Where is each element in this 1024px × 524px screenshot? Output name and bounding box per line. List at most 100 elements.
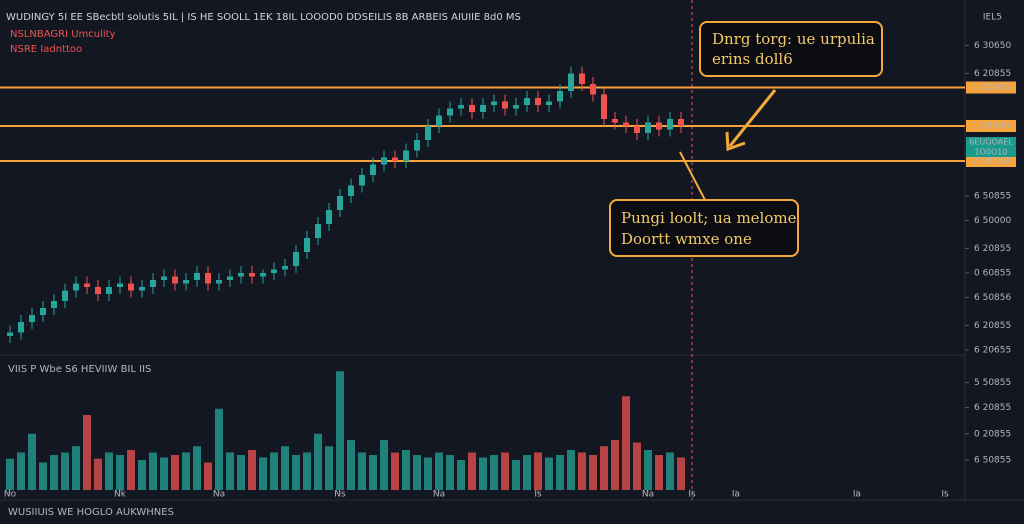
- volume-bar: [193, 446, 201, 490]
- x-tick-label: Ia: [732, 490, 740, 500]
- volume-bar: [325, 446, 333, 490]
- candle-body: [337, 196, 343, 210]
- candle-body: [161, 276, 167, 280]
- v-tick-label: 5 50855: [974, 378, 1011, 388]
- volume-bar: [226, 452, 234, 490]
- last-price-label: 1O0O10: [975, 148, 1008, 157]
- volume-bar: [116, 455, 124, 490]
- volume-bar: [523, 455, 531, 490]
- candle-body: [381, 157, 387, 165]
- volume-bar: [105, 452, 113, 490]
- candle-body: [29, 315, 35, 322]
- callout-text: Dnrg torg: ue urpulia: [712, 30, 875, 48]
- volume-bar: [6, 458, 14, 490]
- candle-body: [359, 175, 365, 186]
- volume-bar: [501, 452, 509, 490]
- candle-body: [546, 101, 552, 105]
- candle-body: [634, 126, 640, 133]
- y-tick-label: 6 20655: [974, 346, 1011, 356]
- candle-body: [436, 115, 442, 126]
- candle-body: [18, 322, 24, 333]
- level-label: 1 0096S: [972, 83, 1009, 93]
- callout-pointer: [679, 151, 706, 201]
- volume-bar: [61, 452, 69, 490]
- volume-bar: [259, 457, 267, 490]
- y-tick-label: 0 60855: [974, 269, 1011, 279]
- volume-bar: [578, 452, 586, 490]
- volume-bar: [50, 455, 58, 490]
- candle-body: [414, 140, 420, 151]
- candle-body: [84, 283, 90, 287]
- volume-bar: [347, 440, 355, 490]
- volume-bar: [94, 458, 102, 490]
- volume-bar: [127, 450, 135, 490]
- level-label: 1 08990: [972, 122, 1009, 132]
- candle-body: [40, 308, 46, 315]
- volume-bar: [424, 457, 432, 490]
- volume-bar: [237, 455, 245, 490]
- callout-box: [699, 21, 883, 77]
- volume-bar: [457, 460, 465, 490]
- candle-body: [62, 290, 68, 301]
- volume-header: VIIS P Wbe S6 HEVIIW BIL IIS: [8, 364, 151, 375]
- volume-bar: [655, 455, 663, 490]
- candle-body: [524, 98, 530, 105]
- candle-body: [260, 273, 266, 277]
- volume-bar: [160, 457, 168, 490]
- level-tag: [966, 120, 1016, 132]
- candle-body: [557, 91, 563, 102]
- x-tick-label: Na: [433, 490, 445, 500]
- candle-body: [282, 266, 288, 270]
- level-tag: [966, 81, 1016, 94]
- callout-box: [609, 199, 799, 257]
- v-tick-label: 0 20855: [974, 429, 1011, 439]
- candle-body: [183, 280, 189, 284]
- x-tick-label: Nk: [114, 490, 127, 500]
- volume-bar: [369, 455, 377, 490]
- candle-body: [326, 210, 332, 224]
- candle-body: [106, 287, 112, 294]
- volume-bar: [391, 452, 399, 490]
- volume-bar: [402, 450, 410, 490]
- volume-bar: [556, 455, 564, 490]
- candle-body: [447, 108, 453, 116]
- volume-bar: [567, 450, 575, 490]
- candle-body: [7, 332, 13, 336]
- volume-bar: [644, 450, 652, 490]
- volume-bar: [490, 455, 498, 490]
- volume-bar: [39, 462, 47, 490]
- volume-bar: [292, 455, 300, 490]
- candle-body: [535, 98, 541, 105]
- candle-body: [370, 164, 376, 175]
- y-tick-label: 6 50000: [974, 216, 1011, 226]
- candle-body: [425, 126, 431, 140]
- header-line: WUDINGY 5I EE SBecbtl solutis 5IL | IS H…: [6, 12, 521, 23]
- y-tick-label: 6 20855: [974, 321, 1011, 331]
- volume-bar: [435, 452, 443, 490]
- candle-body: [513, 105, 519, 109]
- candle-body: [205, 273, 211, 284]
- arrow-head: [725, 131, 746, 152]
- candle-body: [656, 122, 662, 130]
- last-price-label: 6EUOOAEL: [969, 138, 1013, 147]
- candle-body: [117, 283, 123, 287]
- volume-bar: [512, 460, 520, 490]
- candle-body: [678, 119, 684, 126]
- candle-body: [172, 276, 178, 284]
- volume-bar: [358, 452, 366, 490]
- level-label: 2 16059: [972, 157, 1009, 167]
- volume-bar: [677, 457, 685, 490]
- x-tick-label: Na: [642, 490, 654, 500]
- level-tag: [966, 155, 1016, 167]
- candle-body: [491, 101, 497, 105]
- x-tick-label: Is: [941, 490, 949, 500]
- candle-body: [73, 283, 79, 291]
- header-line: NSRE Iadnttoo: [10, 44, 82, 55]
- candle-body: [128, 283, 134, 291]
- candle-body: [645, 122, 651, 133]
- volume-bar: [600, 446, 608, 490]
- candle-body: [392, 157, 398, 161]
- volume-bar: [28, 433, 36, 490]
- volume-bar: [248, 450, 256, 490]
